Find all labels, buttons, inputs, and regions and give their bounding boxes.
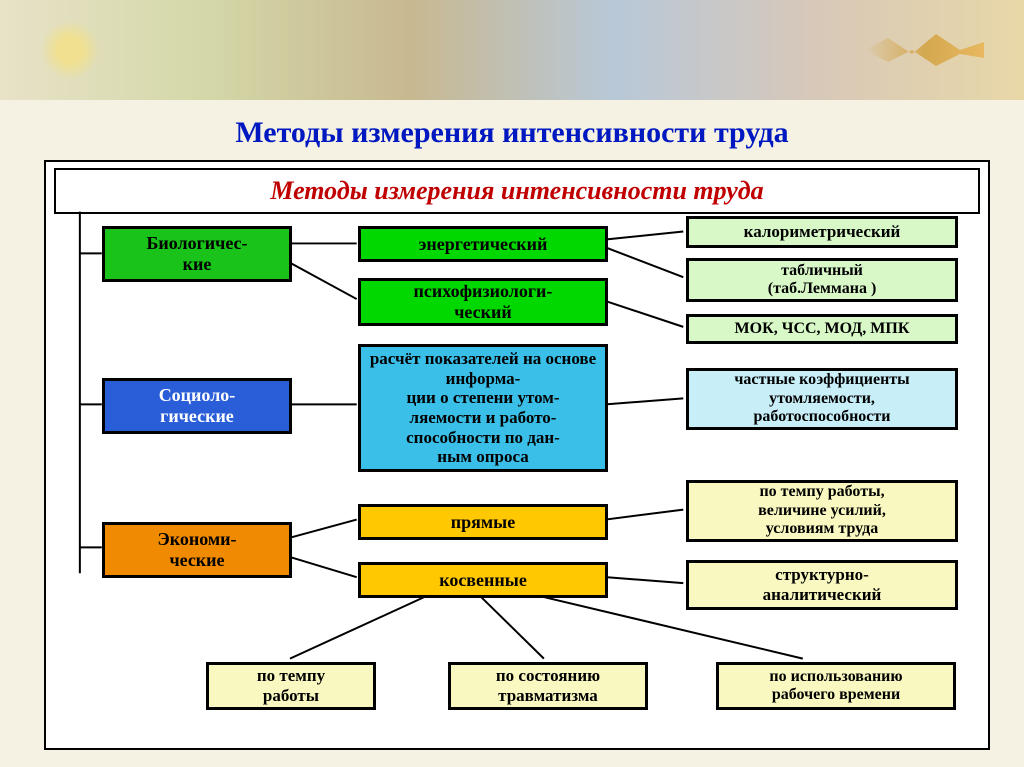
node-direct: прямые — [358, 504, 608, 540]
node-indirect: косвенные — [358, 562, 608, 598]
diagram-frame: Методы измерения интенсивности труда Био… — [44, 160, 990, 750]
node-energetic: энергетический — [358, 226, 608, 262]
node-bottom-trauma: по состояниютравматизма — [448, 662, 648, 710]
node-biological: Биологичес-кие — [102, 226, 292, 282]
diagram-title: Методы измерения интенсивности труда — [54, 168, 980, 214]
page-title: Методы измерения интенсивности труда — [0, 116, 1024, 150]
node-calorimetric: калориметрический — [686, 216, 958, 248]
node-calc-indicators: расчёт показателей на основе информа-ции… — [358, 344, 608, 472]
node-coefficients: частные коэффициентыутомляемости,работос… — [686, 368, 958, 430]
node-bottom-worktime: по использованиюрабочего времени — [716, 662, 956, 710]
node-mok: МОК, ЧСС, МОД, МПК — [686, 314, 958, 344]
node-psychophys: психофизиологи-ческий — [358, 278, 608, 326]
node-economic: Экономи-ческие — [102, 522, 292, 578]
node-by-tempo: по темпу работы,величине усилий,условиям… — [686, 480, 958, 542]
node-bottom-tempo: по темпуработы — [206, 662, 376, 710]
node-tabular: табличный(таб.Леммана ) — [686, 258, 958, 302]
node-sociological: Социоло-гические — [102, 378, 292, 434]
decorative-banner — [0, 0, 1024, 100]
node-structural: структурно-аналитический — [686, 560, 958, 610]
